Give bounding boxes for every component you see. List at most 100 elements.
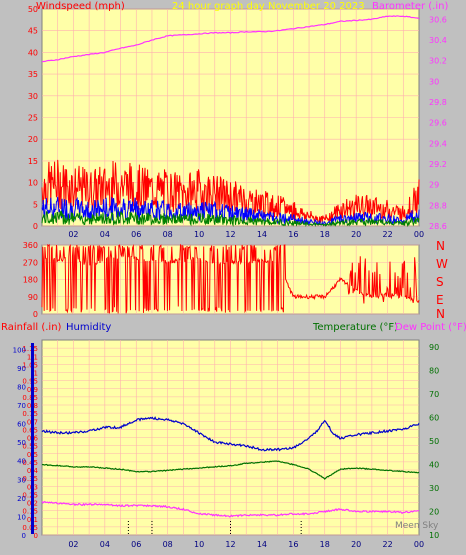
hour-tick-label: 00	[414, 540, 424, 549]
rainfall-tick-label: 0.85	[22, 394, 38, 402]
direction-tick-label: 180	[23, 276, 38, 285]
wind-tick-label: 40	[28, 48, 38, 57]
rainfall-tick-label: 0.65	[22, 426, 38, 434]
wind-tick-label: 10	[28, 179, 38, 188]
dir-label-w: W	[436, 257, 448, 271]
direction-tick-label: 0	[33, 310, 38, 319]
direction-tick-label: 90	[28, 293, 38, 302]
temperature-tick-label: 20	[429, 508, 439, 517]
barometer-tick-label: 29	[429, 181, 439, 190]
temperature-tick-label: 80	[429, 367, 439, 376]
dir-label-n-top: N	[436, 239, 445, 253]
rainfall-tick-label: 0.95	[22, 378, 38, 386]
rainfall-tick-label: 1.15	[22, 345, 38, 353]
graph-title: 24 hour graph day November 20 2023	[172, 1, 365, 12]
barometer-tick-label: 29.8	[429, 98, 447, 107]
hour-tick-label: 12	[225, 540, 235, 549]
hour-tick-label: 18	[320, 540, 330, 549]
temperature-tick-label: 50	[429, 437, 439, 446]
dir-label-e: E	[436, 293, 444, 307]
direction-tick-label: 360	[23, 241, 38, 250]
rainfall-tick-label: 0.75	[22, 410, 38, 418]
wind-direction-tick-labels: 0 90 180 270 360	[23, 241, 38, 319]
hour-tick-label: 16	[288, 230, 298, 239]
wind-tick-label: 0	[33, 222, 38, 231]
humidity-tick-label: 100	[13, 346, 26, 354]
windspeed-axis-title: Windspeed (mph)	[36, 1, 125, 12]
rain-gauge-bar	[31, 343, 34, 534]
temp-humidity-series	[41, 416, 420, 535]
hour-tick-label: 14	[257, 540, 267, 549]
humidity-tick-label: 50	[17, 439, 26, 447]
direction-tick-label: 270	[23, 258, 38, 267]
humidity-tick-label: 40	[17, 458, 26, 466]
rainfall-tick-label: 0.45	[22, 459, 38, 467]
barometer-line	[41, 15, 420, 63]
barometer-tick-label: 30.2	[429, 57, 447, 66]
hour-tick-label: 04	[100, 540, 110, 549]
wind-tick-label: 25	[28, 114, 38, 123]
hour-tick-label: 12	[225, 230, 235, 239]
wind-tick-label: 30	[28, 92, 38, 101]
temperature-axis-title: Temperature (°F)	[312, 322, 398, 333]
hour-tick-label: 08	[163, 540, 173, 549]
humidity-line	[41, 416, 420, 452]
wind-tick-label: 35	[28, 70, 38, 79]
barometer-tick-label: 30	[429, 77, 439, 86]
hour-tick-label: 06	[131, 540, 141, 549]
hour-tick-label: 18	[320, 230, 330, 239]
hour-tick-label: 16	[288, 540, 298, 549]
hour-tick-label: 10	[194, 230, 204, 239]
barometer-tick-label: 29.6	[429, 119, 447, 128]
humidity-tick-label: 60	[17, 421, 26, 429]
dew-point-line	[41, 500, 420, 518]
temperature-tick-label: 60	[429, 414, 439, 423]
hour-tick-label: 00	[414, 230, 424, 239]
hour-tick-label: 04	[100, 230, 110, 239]
wind-low-line	[41, 210, 420, 228]
rainfall-tick-label: 0.25	[22, 491, 38, 499]
barometer-tick-label: 29.4	[429, 139, 447, 148]
temperature-tick-label: 70	[429, 390, 439, 399]
humidity-tick-label: 0	[22, 532, 26, 540]
temperature-tick-label: 30	[429, 484, 439, 493]
temp-humidity-grid	[42, 340, 419, 536]
hour-tick-label: 02	[68, 230, 78, 239]
dewpoint-axis-title: Dew Point (°F)	[395, 322, 466, 333]
humidity-tick-label: 20	[17, 495, 26, 503]
temperature-tick-label: 90	[429, 343, 439, 352]
footer-credit: Meen Sky	[395, 521, 439, 531]
rainfall-tick-label: 0	[34, 532, 38, 540]
hour-tick-label: 22	[382, 540, 392, 549]
hour-tick-label: 02	[68, 540, 78, 549]
humidity-axis-title: Humidity	[66, 322, 111, 333]
hour-tick-label: 14	[257, 230, 267, 239]
rainfall-axis-title: Rainfall (.in)	[1, 322, 62, 333]
dir-label-s: S	[436, 275, 444, 289]
rainfall-tick-label: 1.05	[22, 361, 38, 369]
wind-barometer-series	[41, 15, 420, 228]
temperature-tick-label: 40	[429, 461, 439, 470]
barometer-tick-label: 29.2	[429, 160, 447, 169]
temperature-tick-label: 10	[429, 531, 439, 540]
temperature-line	[41, 460, 420, 480]
rainfall-tick-label: 1	[34, 370, 38, 378]
wind-average-line	[41, 196, 420, 226]
wind-tick-label: 45	[28, 27, 38, 36]
wind-tick-label: 20	[28, 135, 38, 144]
barometer-axis-title: Barometer (.in)	[372, 1, 448, 12]
windspeed-line	[41, 159, 420, 224]
wind-barometer-tick-labels: 0 5 10 15 20 25 30 35 40 45 50 28.6 28.8 29 29.2 29.4 29…	[28, 5, 447, 239]
barometer-tick-label: 30.4	[429, 36, 447, 45]
rainfall-tick-label: 0.35	[22, 475, 38, 483]
rainfall-tick-label: 0.05	[22, 524, 38, 532]
wind-tick-label: 50	[28, 5, 38, 14]
wind-direction-line	[41, 243, 420, 314]
barometer-tick-label: 30.6	[429, 15, 447, 24]
dir-label-n-bottom: N	[436, 307, 445, 321]
humidity-tick-label: 30	[17, 476, 26, 484]
humidity-tick-label: 90	[17, 365, 26, 373]
wind-tick-label: 15	[28, 157, 38, 166]
humidity-tick-label: 10	[17, 513, 26, 521]
